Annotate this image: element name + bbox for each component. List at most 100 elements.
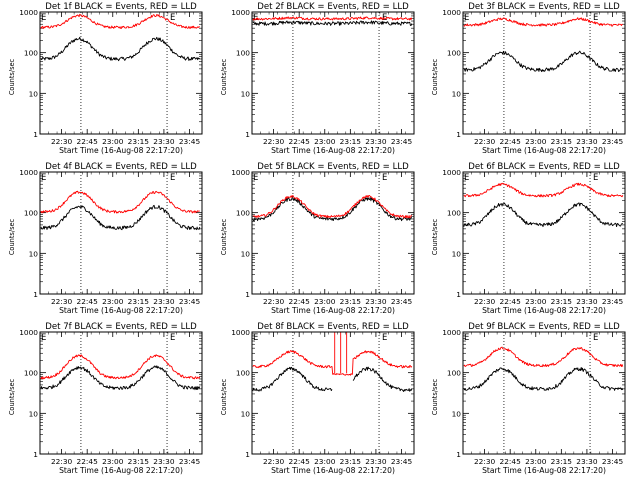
x-tick-label: 23:00	[314, 457, 336, 466]
y-tick-label: 1	[456, 130, 461, 139]
panel-title: Det 3f BLACK = Events, RED = LLD	[468, 2, 620, 12]
x-tick-label: 23:45	[179, 457, 201, 466]
corner-mark-left: E	[41, 333, 46, 343]
y-tick-label: 10	[452, 89, 462, 98]
series-lld-line	[40, 354, 201, 380]
y-axis-label: Counts/sec	[220, 58, 228, 95]
x-tick-label: 23:30	[153, 297, 175, 306]
y-tick-label: 100	[236, 49, 250, 58]
corner-mark-left: E	[253, 333, 258, 343]
x-tick-label: 23:30	[576, 297, 598, 306]
plot-frame	[462, 171, 626, 295]
panel-det-1f: Det 1f BLACK = Events, RED = LLD Counts/s…	[8, 2, 203, 155]
corner-mark-right: E	[382, 333, 387, 343]
x-tick-label: 22:30	[474, 297, 496, 306]
corner-mark-left: E	[41, 13, 46, 23]
x-tick-label: 22:30	[263, 457, 285, 466]
x-tick-label: 23:45	[391, 457, 413, 466]
y-tick-label: 1	[245, 290, 250, 299]
x-tick-label: 23:45	[602, 457, 624, 466]
x-tick-label: 23:15	[340, 457, 362, 466]
x-tick-label: 22:30	[51, 457, 73, 466]
corner-mark-left: E	[464, 13, 469, 23]
y-tick-label: 10	[452, 249, 462, 258]
series-lld-line	[463, 17, 623, 27]
x-axis-label: Start Time (16-Aug-08 22:17:20)	[59, 306, 183, 315]
y-tick-label: 10	[29, 249, 39, 258]
x-tick-label: 22:30	[263, 137, 285, 146]
panel-title: Det 5f BLACK = Events, RED = LLD	[257, 162, 409, 172]
plot-frame	[39, 171, 203, 295]
y-tick-label: 1000	[231, 328, 250, 337]
x-tick-label: 22:30	[474, 457, 496, 466]
series-lld-line	[252, 16, 413, 21]
x-tick-label: 23:45	[179, 137, 201, 146]
x-tick-label: 23:15	[340, 297, 362, 306]
x-tick-label: 23:00	[525, 457, 547, 466]
x-tick-label: 23:30	[365, 457, 387, 466]
series-lld-line	[252, 194, 412, 219]
y-tick-label: 10	[241, 89, 251, 98]
x-tick-label: 22:45	[77, 137, 99, 146]
x-tick-label: 22:30	[474, 137, 496, 146]
panel-det-5f: Det 5f BLACK = Events, RED = LLD Counts/s…	[220, 162, 415, 315]
plot-frame	[39, 11, 203, 135]
x-tick-label: 23:00	[102, 137, 124, 146]
x-axis-label: Start Time (16-Aug-08 22:17:20)	[271, 146, 395, 155]
y-axis-label: Counts/sec	[8, 378, 16, 415]
x-tick-label: 23:30	[365, 137, 387, 146]
series-lld-line	[40, 190, 200, 214]
x-tick-label: 23:45	[602, 137, 624, 146]
x-tick-label: 23:45	[391, 297, 413, 306]
y-axis-label: Counts/sec	[431, 218, 439, 255]
y-tick-label: 1	[33, 450, 38, 459]
plot-frame	[251, 171, 415, 295]
series-events-line	[252, 366, 413, 392]
x-tick-label: 23:30	[153, 457, 175, 466]
x-tick-label: 22:45	[289, 137, 311, 146]
y-axis-label: Counts/sec	[8, 218, 16, 255]
panel-title: Det 4f BLACK = Events, RED = LLD	[45, 162, 197, 172]
plot-frame	[251, 11, 415, 135]
x-tick-label: 23:30	[576, 457, 598, 466]
x-tick-label: 23:30	[576, 137, 598, 146]
x-axis-label: Start Time (16-Aug-08 22:17:20)	[59, 146, 183, 155]
x-tick-label: 23:30	[365, 297, 387, 306]
corner-mark-right: E	[593, 333, 598, 343]
y-tick-label: 100	[447, 49, 461, 58]
panel-det-3f: Det 3f BLACK = Events, RED = LLD Counts/s…	[431, 2, 626, 155]
y-tick-label: 10	[452, 409, 462, 418]
corner-mark-right: E	[382, 173, 387, 183]
x-tick-label: 23:15	[551, 137, 573, 146]
x-tick-label: 23:00	[314, 297, 336, 306]
series-events-line	[463, 50, 624, 73]
y-tick-label: 10	[29, 409, 39, 418]
x-tick-label: 22:45	[500, 297, 522, 306]
x-tick-label: 23:15	[340, 137, 362, 146]
panel-det-4f: Det 4f BLACK = Events, RED = LLD Counts/s…	[8, 162, 203, 315]
x-tick-label: 23:30	[153, 137, 175, 146]
x-tick-label: 23:15	[551, 457, 573, 466]
corner-mark-right: E	[593, 13, 598, 23]
x-tick-label: 23:45	[179, 297, 201, 306]
y-tick-label: 100	[447, 209, 461, 218]
plot-frame	[462, 331, 626, 455]
y-tick-label: 1000	[19, 8, 38, 17]
x-tick-label: 23:45	[602, 297, 624, 306]
corner-mark-left: E	[464, 173, 469, 183]
panel-title: Det 1f BLACK = Events, RED = LLD	[45, 2, 197, 12]
x-tick-label: 22:30	[263, 297, 285, 306]
x-axis-label: Start Time (16-Aug-08 22:17:20)	[482, 466, 606, 475]
corner-mark-right: E	[593, 173, 598, 183]
x-tick-label: 23:45	[391, 137, 413, 146]
y-axis-label: Counts/sec	[431, 58, 439, 95]
x-tick-label: 23:00	[525, 297, 547, 306]
series-events-line	[40, 36, 200, 62]
panel-title: Det 2f BLACK = Events, RED = LLD	[257, 2, 409, 12]
x-tick-label: 22:45	[289, 457, 311, 466]
y-tick-label: 10	[241, 249, 251, 258]
corner-mark-left: E	[464, 333, 469, 343]
x-tick-label: 22:30	[51, 297, 73, 306]
panel-title: Det 7f BLACK = Events, RED = LLD	[45, 322, 197, 332]
plot-frame	[462, 11, 626, 135]
